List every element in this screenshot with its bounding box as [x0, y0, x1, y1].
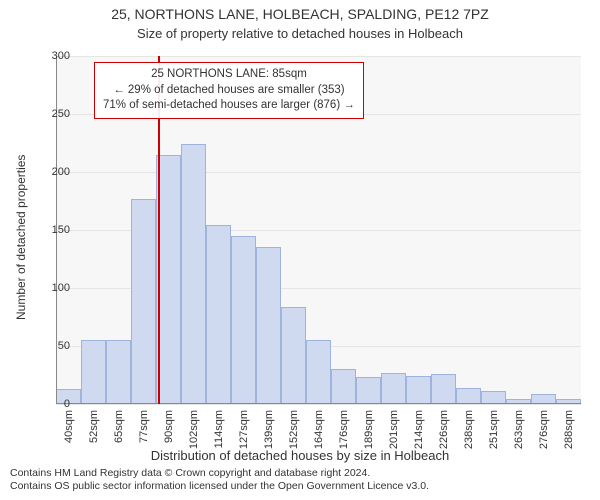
chart-title: 25, NORTHONS LANE, HOLBEACH, SPALDING, P… — [0, 6, 600, 22]
x-tick-label: 164sqm — [313, 410, 325, 449]
y-tick-label: 300 — [30, 50, 70, 62]
bar-fill — [106, 340, 131, 404]
callout-line3: 71% of semi-detached houses are larger (… — [103, 98, 355, 114]
x-tick-label: 226sqm — [438, 410, 450, 449]
x-tick-label: 276sqm — [538, 410, 550, 449]
footer-line1: Contains HM Land Registry data © Crown c… — [10, 467, 429, 481]
x-tick-label: 189sqm — [363, 410, 375, 449]
bar-fill — [406, 376, 431, 404]
x-tick-label: 263sqm — [513, 410, 525, 449]
x-tick-label: 127sqm — [238, 410, 250, 449]
bar-fill — [381, 373, 406, 404]
x-tick-label: 176sqm — [338, 410, 350, 449]
bar-fill — [356, 377, 381, 404]
x-tick-label: 52sqm — [88, 410, 100, 443]
x-tick-label: 40sqm — [63, 410, 75, 443]
y-tick-label: 150 — [30, 224, 70, 236]
plot-area: 25 NORTHONS LANE: 85sqm ← 29% of detache… — [56, 56, 581, 404]
bar — [281, 307, 306, 404]
x-tick-label: 65sqm — [113, 410, 125, 443]
y-axis-label: Number of detached properties — [14, 155, 28, 320]
chart-subtitle: Size of property relative to detached ho… — [0, 26, 600, 41]
bar-fill — [156, 155, 181, 404]
bar-fill — [206, 225, 231, 404]
bar — [256, 247, 281, 404]
bar-fill — [181, 144, 206, 404]
bar — [106, 340, 131, 404]
x-tick-label: 77sqm — [138, 410, 150, 443]
callout-line2: ← 29% of detached houses are smaller (35… — [103, 83, 355, 99]
bar-fill — [81, 340, 106, 404]
bar-fill — [231, 236, 256, 404]
chart-container: 25, NORTHONS LANE, HOLBEACH, SPALDING, P… — [0, 0, 600, 500]
bar — [431, 374, 456, 404]
bar — [131, 199, 156, 404]
bar — [331, 369, 356, 404]
footer-attribution: Contains HM Land Registry data © Crown c… — [10, 467, 429, 494]
bar — [356, 377, 381, 404]
callout-box: 25 NORTHONS LANE: 85sqm ← 29% of detache… — [94, 62, 364, 119]
bar — [406, 376, 431, 404]
bar-fill — [331, 369, 356, 404]
x-tick-label: 288sqm — [563, 410, 575, 449]
x-tick-label: 214sqm — [413, 410, 425, 449]
bar — [206, 225, 231, 404]
x-tick-label: 238sqm — [463, 410, 475, 449]
x-axis-line — [56, 403, 581, 404]
x-tick-label: 114sqm — [213, 410, 225, 448]
y-tick-label: 0 — [30, 398, 70, 410]
bar — [181, 144, 206, 404]
x-tick-label: 201sqm — [388, 410, 400, 449]
bar-fill — [256, 247, 281, 404]
bar — [381, 373, 406, 404]
grid-line — [56, 404, 581, 405]
bar — [456, 388, 481, 404]
x-tick-label: 152sqm — [288, 410, 300, 449]
y-tick-label: 200 — [30, 166, 70, 178]
y-tick-label: 250 — [30, 108, 70, 120]
bar — [81, 340, 106, 404]
x-tick-label: 90sqm — [163, 410, 175, 443]
bar — [306, 340, 331, 404]
x-tick-label: 102sqm — [188, 410, 200, 449]
y-tick-label: 100 — [30, 282, 70, 294]
bar — [231, 236, 256, 404]
bar-fill — [431, 374, 456, 404]
bar-fill — [281, 307, 306, 404]
x-tick-label: 139sqm — [263, 410, 275, 449]
callout-line1: 25 NORTHONS LANE: 85sqm — [103, 67, 355, 83]
bar — [156, 155, 181, 404]
bar-fill — [456, 388, 481, 404]
bar-fill — [131, 199, 156, 404]
footer-line2: Contains OS public sector information li… — [10, 480, 429, 494]
y-tick-label: 50 — [30, 340, 70, 352]
bar-fill — [306, 340, 331, 404]
x-tick-label: 251sqm — [488, 410, 500, 449]
x-axis-label: Distribution of detached houses by size … — [0, 448, 600, 463]
